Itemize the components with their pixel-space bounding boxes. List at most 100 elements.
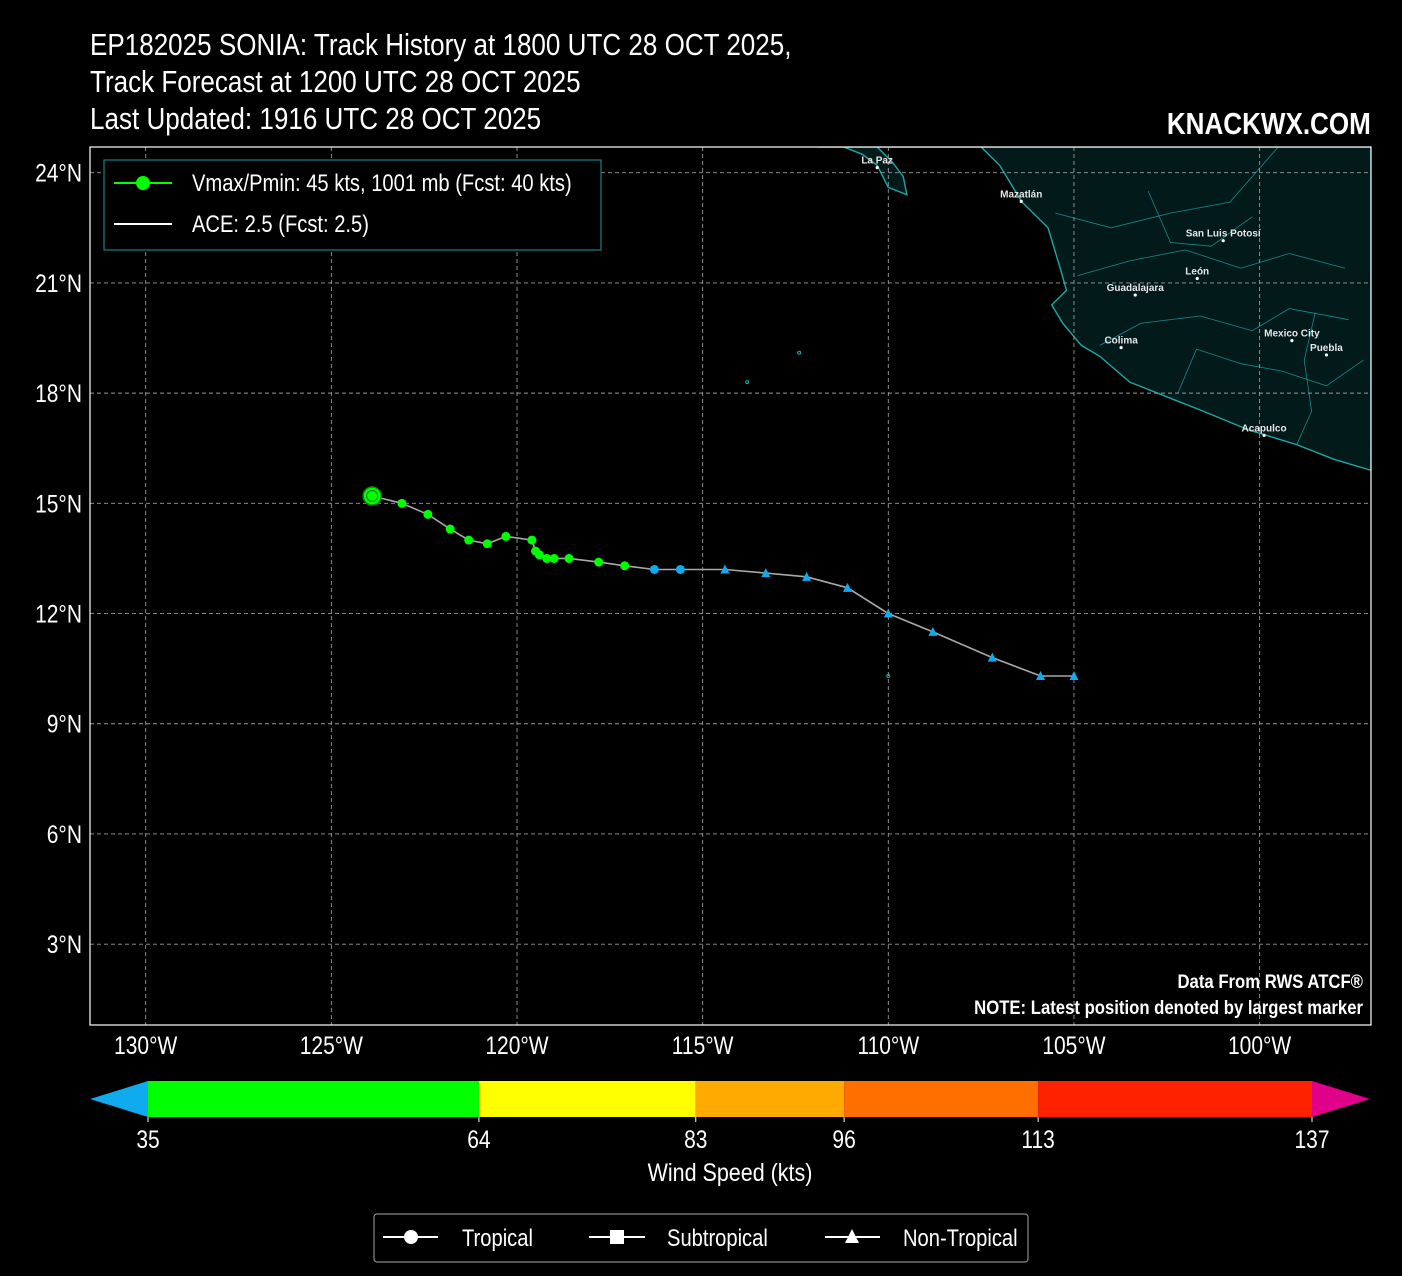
lat-tick-label: 21°N (35, 269, 82, 297)
track-point-circle (542, 553, 552, 563)
colorbar-segments (148, 1081, 1312, 1117)
lat-tick-label: 6°N (47, 820, 82, 848)
non-tropical-legend-triangle-icon (845, 1229, 859, 1243)
lat-tick-label: 18°N (35, 379, 82, 407)
wind-speed-colorbar: 35 64 83 96 113 137 Wind Speed (kts) (90, 1081, 1370, 1186)
city-label: San Luis Potosí (1186, 229, 1262, 240)
non-tropical-legend-label: Non-Tropical (903, 1224, 1018, 1251)
track-point-triangle (883, 608, 893, 618)
lat-tick-label: 9°N (47, 710, 82, 738)
track-point-circle (549, 553, 559, 563)
storm-type-legend: Tropical Subtropical Non-Tropical (373, 1213, 1029, 1263)
subtropical-legend-square-icon (610, 1230, 624, 1244)
type-legend-box (373, 1213, 1029, 1263)
tropical-legend-circle-icon (404, 1230, 418, 1244)
lat-tick-label: 24°N (35, 159, 82, 187)
lon-tick-labels: 130°W 125°W 120°W 115°W 110°W 105°W 100°W (114, 1031, 1291, 1059)
colorbar-tick-label: 96 (832, 1125, 855, 1153)
map-frame (89, 146, 1372, 1026)
brand-watermark: KNACKWX.COM (1167, 106, 1371, 141)
state-border (1077, 249, 1346, 276)
track-point-triangle (987, 652, 997, 662)
colorbar-label: Wind Speed (kts) (648, 1158, 813, 1186)
lon-tick-label: 120°W (485, 1031, 548, 1059)
track-point-circle (649, 564, 659, 574)
city-marker (1119, 345, 1123, 350)
track-point-triangle (761, 568, 771, 578)
colorbar-over-arrow (1312, 1081, 1370, 1117)
city-marker (1133, 293, 1137, 297)
city-marker (875, 165, 879, 170)
mexico-mainland (817, 147, 1371, 472)
title-line-1: EP182025 SONIA: Track History at 1800 UT… (90, 27, 792, 62)
state-border (1147, 190, 1253, 247)
storm-track (362, 486, 1079, 681)
colorbar-tick-labels: 35 64 83 96 113 137 (136, 1117, 1330, 1153)
latest-position-marker (362, 486, 382, 506)
state-border (1296, 312, 1316, 445)
tropical-legend-label: Tropical (462, 1224, 533, 1251)
track-point-circle (564, 553, 574, 563)
track-point-triangle (720, 564, 730, 574)
track-point-circle (423, 509, 433, 519)
lat-tick-label: 15°N (35, 490, 82, 518)
colorbar-tick-label: 137 (1294, 1125, 1329, 1153)
lat-tick-label: 12°N (35, 600, 82, 628)
lon-tick-label: 105°W (1042, 1031, 1105, 1059)
lon-tick-label: 125°W (300, 1031, 363, 1059)
state-border (1055, 147, 1279, 229)
lon-tick-label: 100°W (1228, 1031, 1291, 1059)
lon-tick-label: 115°W (672, 1031, 734, 1059)
colorbar-segment (148, 1081, 479, 1117)
city-label: La Paz (861, 156, 893, 167)
colorbar-tick-label: 35 (136, 1125, 159, 1153)
track-point-circle (620, 561, 630, 571)
colorbar-segment (478, 1081, 696, 1117)
city-label: Guadalajara (1107, 283, 1165, 294)
colorbar-segment (844, 1081, 1039, 1117)
track-point-circle (464, 535, 474, 545)
city-label: Colima (1104, 336, 1138, 347)
track-point-circle (501, 531, 511, 541)
city-marker (1262, 433, 1266, 437)
legend-box (103, 159, 602, 251)
latest-position-ring (366, 489, 379, 503)
track-point-triangle (842, 582, 852, 592)
city-marker (1195, 276, 1199, 281)
city-labels: La Paz Mazatlán San Luis Potosí León Guadala… (861, 156, 1343, 437)
baja-peninsula (843, 147, 908, 196)
colorbar-segment (1038, 1081, 1312, 1117)
track-point-triangle (1036, 671, 1046, 681)
chart-title: EP182025 SONIA: Track History at 1800 UT… (90, 26, 930, 137)
track-point-circle (594, 557, 604, 567)
track-point-triangle (802, 571, 812, 581)
lon-tick-label: 130°W (114, 1031, 177, 1059)
city-label: Mexico City (1264, 329, 1320, 340)
city-marker (1324, 353, 1329, 357)
track-point-circle (482, 539, 492, 549)
ace-legend-label: ACE: 2.5 (Fcst: 2.5) (192, 210, 369, 237)
city-label: Mazatlán (1000, 189, 1042, 200)
track-point-circle (531, 546, 541, 556)
land-layer (745, 147, 1371, 679)
lat-tick-label: 3°N (47, 930, 82, 958)
city-label: Acapulco (1242, 423, 1287, 434)
island (797, 350, 802, 355)
lat-tick-labels: 24°N 21°N 18°N 15°N 12°N 9°N 6°N 3°N (35, 159, 82, 959)
state-border (1177, 348, 1364, 394)
vmax-legend-label: Vmax/Pmin: 45 kts, 1001 mb (Fcst: 40 kts… (192, 169, 572, 196)
city-label: Puebla (1310, 343, 1343, 354)
colorbar-tick-label: 113 (1021, 1125, 1054, 1153)
title-line-3: Last Updated: 1916 UTC 28 OCT 2025 (90, 101, 542, 136)
city-marker (1221, 239, 1225, 243)
colorbar-under-arrow (90, 1081, 148, 1117)
colorbar-tick-label: 83 (684, 1125, 707, 1153)
track-point-circle (397, 498, 407, 508)
city-marker (1290, 339, 1294, 343)
latest-position-note: NOTE: Latest position denoted by largest… (974, 997, 1363, 1018)
vmax-legend-marker (136, 176, 150, 190)
city-marker (1019, 199, 1023, 203)
state-border (1099, 308, 1349, 346)
track-point-circle (445, 524, 455, 534)
